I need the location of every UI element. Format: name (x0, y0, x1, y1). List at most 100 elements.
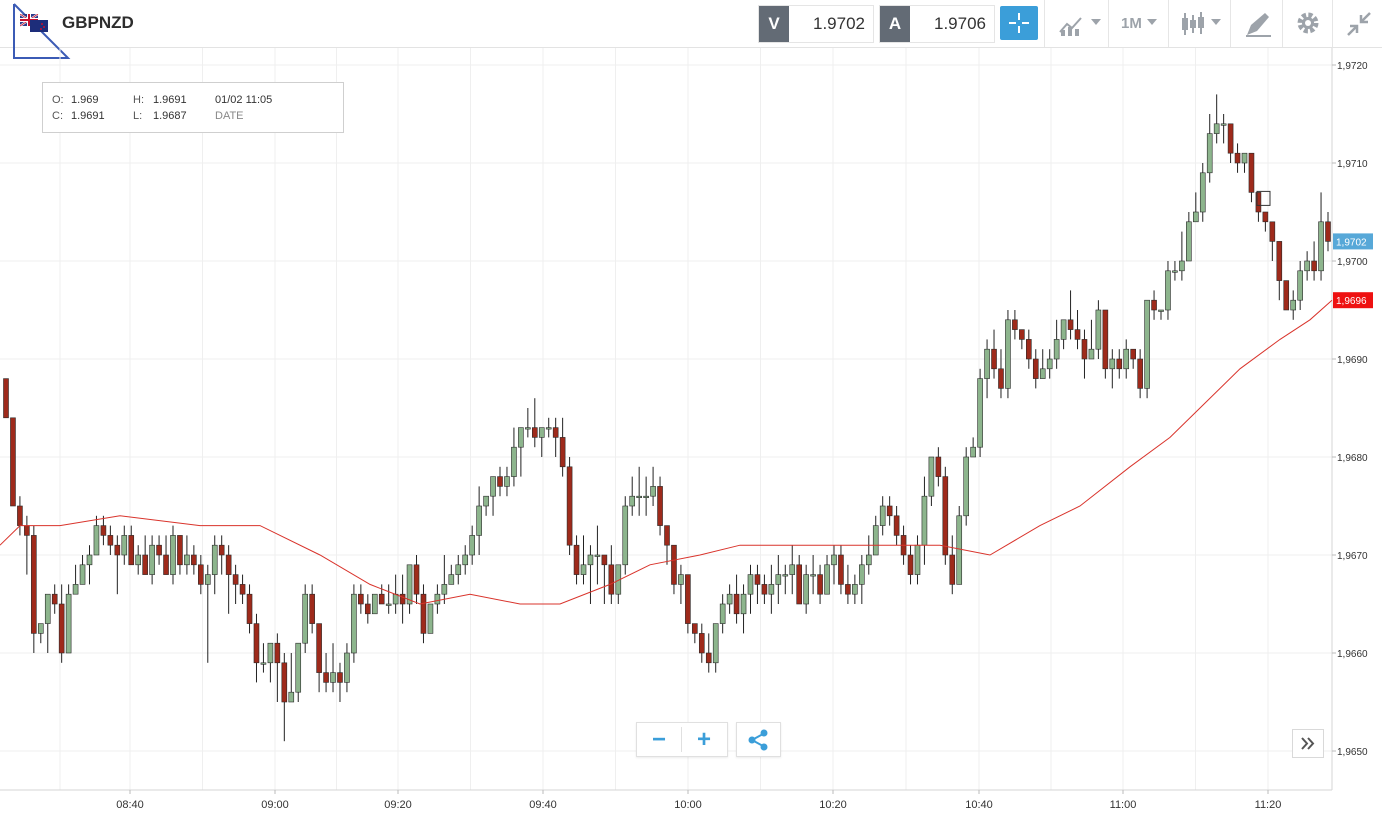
candle-body (622, 505, 629, 566)
share-icon (748, 729, 768, 751)
candle-body (587, 554, 594, 566)
candle-body (573, 544, 580, 575)
candle-body (963, 456, 969, 517)
chevron-down-icon (1091, 19, 1101, 25)
candle-body (511, 446, 517, 477)
candle-body (128, 535, 135, 566)
candle-body (1060, 319, 1067, 340)
candle-body (483, 495, 489, 507)
candle-body (608, 564, 615, 595)
candle-body (525, 427, 531, 430)
candle-body (462, 554, 469, 566)
candle-body (37, 623, 44, 634)
candle-body (378, 593, 385, 605)
candle-body (705, 652, 712, 664)
candle-body (1005, 319, 1011, 389)
candle-body (740, 593, 747, 615)
candle-body (490, 476, 496, 497)
share-button[interactable] (736, 722, 781, 757)
candle-body (956, 515, 963, 585)
candle-body (337, 672, 343, 683)
zoom-out-button[interactable]: − (651, 726, 666, 753)
candle-body (984, 348, 990, 379)
sell-quote-button[interactable]: V 1.9702 (758, 5, 874, 43)
candle-body (1158, 309, 1164, 312)
collapse-button[interactable] (1332, 0, 1382, 47)
candle-body (796, 564, 803, 605)
candle-body (1165, 270, 1171, 311)
candle-body (1276, 241, 1283, 281)
candle-body (977, 378, 983, 448)
candle-body (1095, 309, 1102, 350)
candle-body (768, 584, 775, 595)
candlestick-icon (1182, 12, 1204, 35)
x-tick-label: 09:00 (261, 799, 289, 811)
settings-button[interactable] (1282, 0, 1333, 47)
candle-body (1081, 339, 1088, 360)
candle-body (309, 593, 315, 624)
buy-quote-button[interactable]: A 1.9706 (879, 5, 995, 43)
candle-body (211, 544, 218, 575)
candle-body (650, 486, 656, 497)
crosshair-button[interactable] (1000, 6, 1038, 40)
candle-body (949, 554, 956, 585)
candle-body (204, 574, 211, 585)
candle-body (1269, 221, 1276, 242)
timeframe-select[interactable]: 1M (1108, 0, 1169, 47)
candle-body (44, 593, 51, 624)
candle-body (1067, 319, 1074, 330)
candle-body (1074, 329, 1081, 340)
price-chart[interactable]: 1,9720 1,9710 1,9700 1,9690 1,9680 1,9670 1,96… (0, 48, 1382, 820)
candle-body (1193, 211, 1199, 223)
draw-tool-icon (1246, 13, 1271, 37)
candle-body (789, 564, 796, 575)
candle-style-button[interactable] (1168, 0, 1231, 47)
price-tag (1333, 292, 1373, 309)
sell-price: 1.9702 (813, 14, 865, 33)
candle-body (831, 554, 837, 566)
candle-body (893, 515, 900, 536)
candle-body (1234, 152, 1241, 164)
y-tick-label: 1,9720 (1337, 61, 1368, 72)
candle-body (142, 554, 148, 575)
candle-body (316, 623, 322, 673)
candle-body (824, 564, 830, 595)
candle-body (427, 603, 434, 634)
candle-body (636, 495, 642, 499)
candle-body (399, 593, 406, 605)
candle-body (1179, 260, 1185, 272)
candle-body (914, 544, 921, 575)
candle-body (991, 348, 997, 370)
drawing-tools-button[interactable] (1230, 0, 1283, 47)
candle-body (267, 642, 274, 664)
candle-body (170, 535, 176, 575)
candle-body (163, 554, 169, 575)
candle-body (281, 662, 288, 703)
high-value: 1.9691 (153, 94, 187, 106)
scroll-to-latest-button[interactable] (1292, 729, 1324, 758)
y-tick-label: 1,9710 (1337, 159, 1368, 170)
candle-body (504, 476, 510, 487)
candle-body (358, 593, 364, 605)
price-tag-label: 1,9696 (1336, 296, 1367, 307)
candle-body (1241, 152, 1248, 164)
chart-type-button[interactable] (1044, 0, 1109, 47)
candle-body (580, 564, 587, 575)
candle-body (1199, 172, 1206, 213)
candle-body (184, 554, 190, 566)
candle-body (566, 466, 573, 546)
candle-body (1213, 123, 1220, 134)
low-value: 1.9687 (153, 110, 187, 122)
candle-body (1227, 123, 1234, 154)
candle-body (879, 505, 886, 526)
candle-body (260, 662, 267, 665)
moving-average-line (0, 299, 1333, 605)
zoom-controls: − + (636, 722, 728, 757)
candle-body (782, 574, 789, 577)
candle-body (469, 535, 475, 556)
candle-body (1046, 358, 1053, 370)
zoom-in-button[interactable]: + (696, 726, 711, 753)
candle-body (58, 603, 65, 654)
candle-body (1039, 368, 1046, 379)
candle-body (664, 525, 670, 546)
